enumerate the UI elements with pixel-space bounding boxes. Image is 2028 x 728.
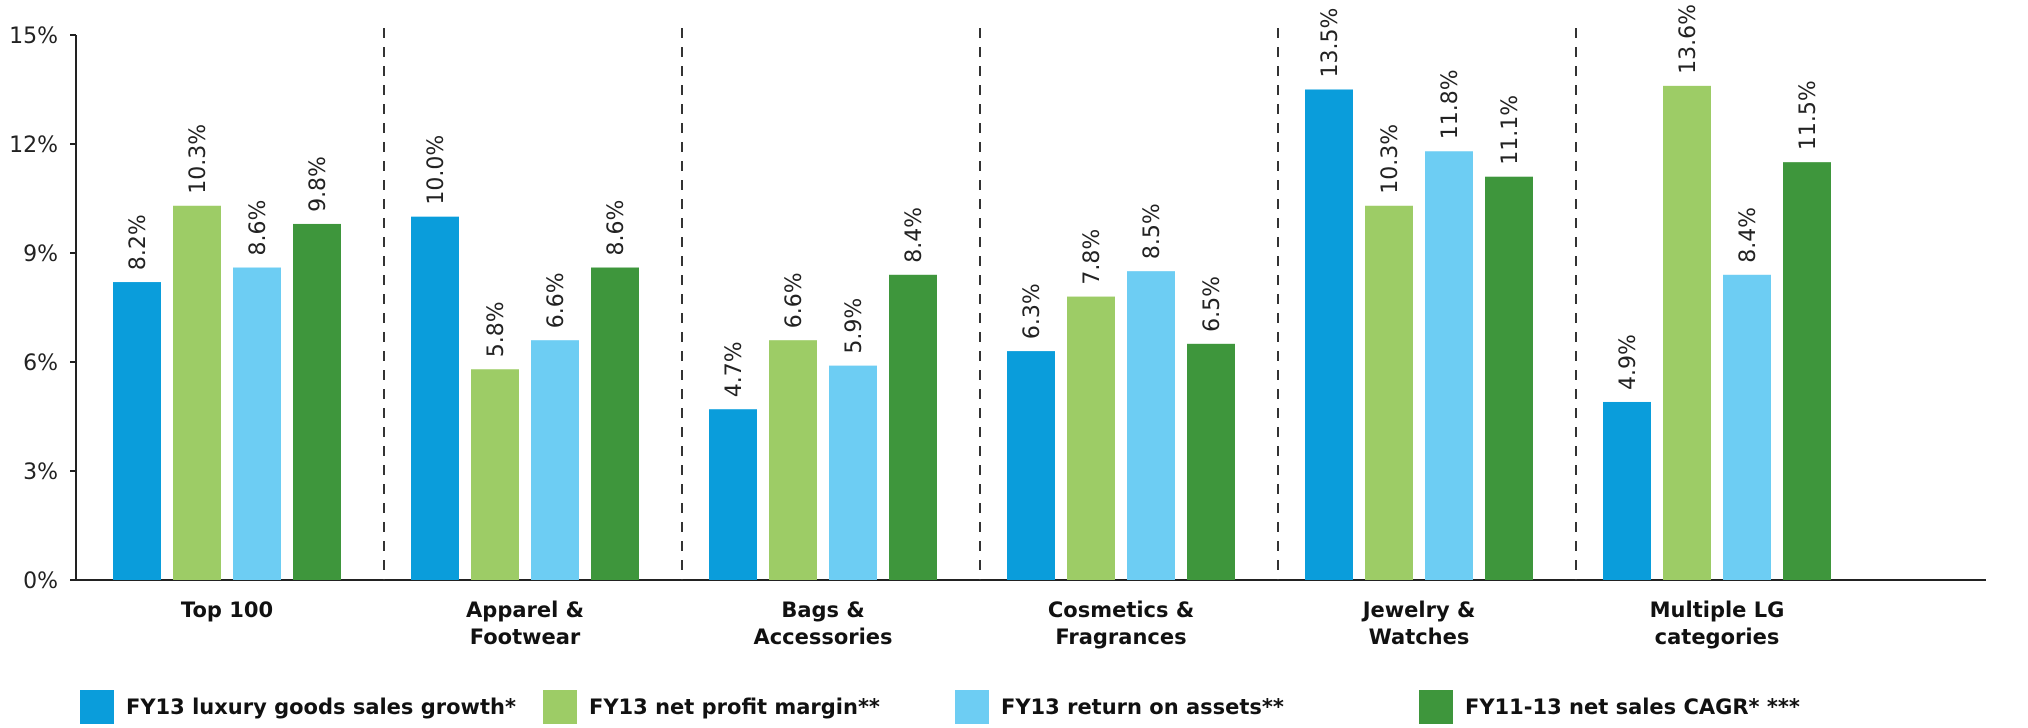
data-label: 8.5% bbox=[1140, 203, 1165, 259]
legend-item: FY11-13 net sales CAGR* *** bbox=[1419, 690, 1800, 724]
bar bbox=[293, 223, 341, 580]
y-tick-label: 0% bbox=[23, 569, 58, 594]
bar bbox=[173, 205, 221, 580]
data-label: 4.9% bbox=[1616, 334, 1641, 390]
category-label: Watches bbox=[1369, 625, 1470, 649]
bar bbox=[769, 340, 817, 580]
bar bbox=[411, 216, 459, 580]
y-tick-label: 12% bbox=[9, 133, 58, 158]
data-label: 5.8% bbox=[484, 301, 509, 357]
data-label: 6.5% bbox=[1200, 276, 1225, 332]
data-label: 8.4% bbox=[1736, 207, 1761, 263]
bar bbox=[113, 282, 161, 580]
legend-label: FY13 luxury goods sales growth* bbox=[126, 695, 516, 719]
legend-swatch bbox=[80, 690, 114, 724]
data-label: 10.0% bbox=[424, 135, 449, 205]
y-tick-label: 9% bbox=[23, 242, 58, 267]
bar bbox=[531, 340, 579, 580]
bar bbox=[1663, 85, 1711, 580]
legend-item: FY13 net profit margin** bbox=[543, 690, 880, 724]
bar bbox=[1425, 151, 1473, 580]
y-tick-label: 6% bbox=[23, 351, 58, 376]
legend-label: FY13 net profit margin** bbox=[589, 695, 880, 719]
data-label: 8.4% bbox=[902, 207, 927, 263]
bar bbox=[829, 365, 877, 580]
bar bbox=[1187, 343, 1235, 580]
bar bbox=[889, 274, 937, 580]
category-label: Fragrances bbox=[1055, 625, 1186, 649]
data-label: 11.5% bbox=[1796, 80, 1821, 150]
bar bbox=[1007, 351, 1055, 580]
legend-swatch bbox=[543, 690, 577, 724]
category-label: Multiple LG bbox=[1650, 598, 1785, 622]
legend-item: FY13 return on assets** bbox=[955, 690, 1284, 724]
data-label: 10.3% bbox=[186, 124, 211, 194]
category-label: Footwear bbox=[470, 625, 581, 649]
legend-label: FY13 return on assets** bbox=[1001, 695, 1284, 719]
category-label: Apparel & bbox=[466, 598, 584, 622]
data-label: 7.8% bbox=[1080, 229, 1105, 285]
category-label: categories bbox=[1655, 625, 1780, 649]
y-tick-label: 3% bbox=[23, 460, 58, 485]
chart-legend: FY13 luxury goods sales growth* FY13 net … bbox=[0, 690, 2028, 728]
data-label: 8.6% bbox=[604, 200, 629, 256]
data-label: 8.2% bbox=[126, 214, 151, 270]
legend-swatch bbox=[1419, 690, 1453, 724]
data-label: 13.5% bbox=[1318, 8, 1343, 78]
bar bbox=[1305, 89, 1353, 580]
data-label: 11.8% bbox=[1438, 69, 1463, 139]
data-label: 4.7% bbox=[722, 341, 747, 397]
data-label: 9.8% bbox=[306, 156, 331, 212]
data-label: 6.6% bbox=[782, 272, 807, 328]
y-tick-label: 15% bbox=[9, 24, 58, 49]
bar bbox=[1127, 271, 1175, 580]
bar bbox=[1067, 296, 1115, 580]
bar bbox=[1783, 162, 1831, 580]
bar bbox=[1723, 274, 1771, 580]
category-label: Cosmetics & bbox=[1048, 598, 1194, 622]
category-label: Top 100 bbox=[181, 598, 273, 622]
legend-label: FY11-13 net sales CAGR* *** bbox=[1465, 695, 1800, 719]
data-label: 6.3% bbox=[1020, 283, 1045, 339]
data-label: 10.3% bbox=[1378, 124, 1403, 194]
bar bbox=[1603, 401, 1651, 580]
legend-swatch bbox=[955, 690, 989, 724]
bar bbox=[471, 369, 519, 580]
data-label: 8.6% bbox=[246, 200, 271, 256]
category-label: Bags & bbox=[781, 598, 864, 622]
data-label: 5.9% bbox=[842, 298, 867, 354]
bar bbox=[233, 267, 281, 580]
bar bbox=[1365, 205, 1413, 580]
data-label: 13.6% bbox=[1676, 4, 1701, 74]
legend-item: FY13 luxury goods sales growth* bbox=[80, 690, 516, 724]
category-label: Accessories bbox=[753, 625, 892, 649]
bar bbox=[709, 409, 757, 580]
bar bbox=[1485, 176, 1533, 580]
data-label: 6.6% bbox=[544, 272, 569, 328]
bar-chart: 0% 3% 6% 9% 12% 15% 8.2% 10.0% 4.7% 6.3% 13.5% 4.9%… bbox=[9, 4, 1986, 649]
data-label: 11.1% bbox=[1498, 95, 1523, 165]
bar bbox=[591, 267, 639, 580]
category-label: Jewelry & bbox=[1361, 598, 1476, 622]
